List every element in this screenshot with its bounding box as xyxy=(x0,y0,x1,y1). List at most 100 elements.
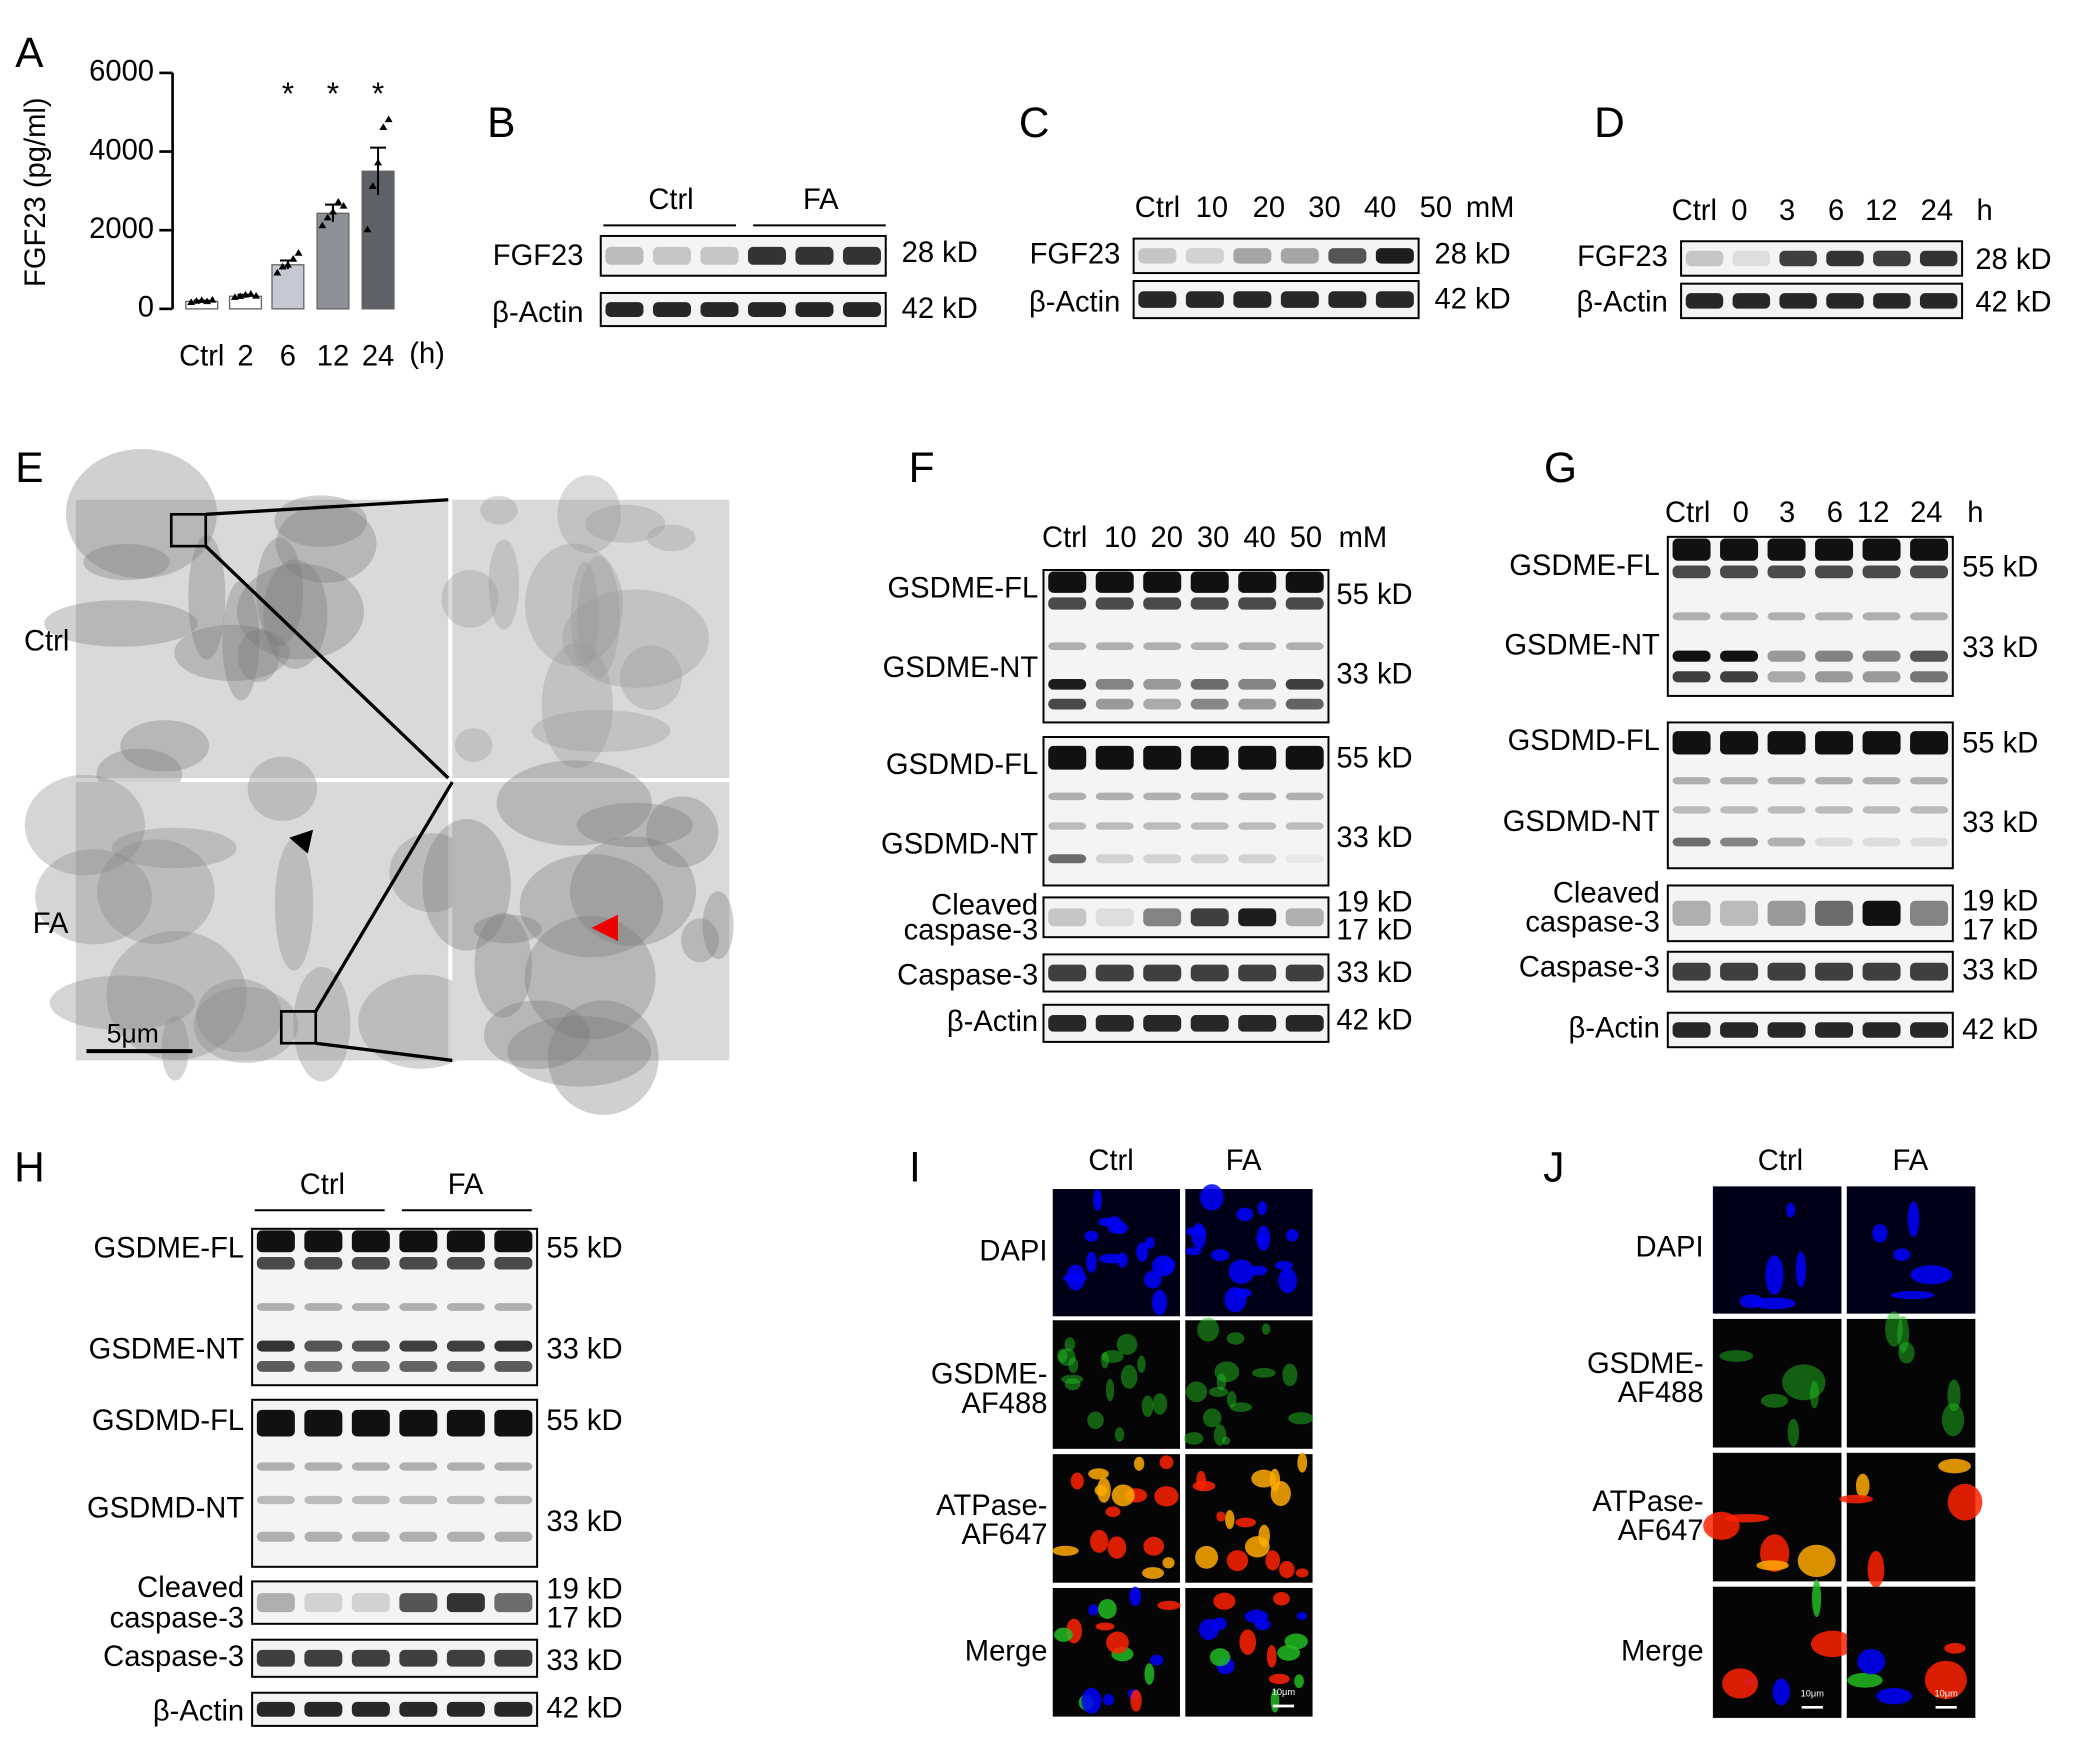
signal xyxy=(1876,1688,1912,1705)
signal xyxy=(1265,1550,1280,1571)
band xyxy=(256,1303,295,1311)
band xyxy=(1048,698,1087,710)
signal xyxy=(1098,1599,1117,1619)
size-label: 17 kD xyxy=(1336,915,1412,947)
row-label: β-Actin xyxy=(1029,286,1120,318)
column-label: FA xyxy=(1226,1145,1262,1177)
data-point xyxy=(368,182,377,189)
signal xyxy=(1157,1600,1181,1610)
signal xyxy=(1141,1567,1165,1579)
band xyxy=(1048,822,1087,830)
signal xyxy=(1765,1255,1784,1295)
data-point xyxy=(278,262,287,270)
row-label: GSDMD-NT xyxy=(87,1493,244,1525)
blot-frame xyxy=(1132,237,1420,275)
band xyxy=(1720,565,1759,579)
signal xyxy=(1160,1257,1175,1272)
band xyxy=(1238,698,1277,710)
lane-label: Ctrl xyxy=(1135,192,1180,224)
band xyxy=(446,1340,485,1352)
signal xyxy=(1197,1317,1220,1342)
signal xyxy=(1872,1224,1888,1243)
blot-frame xyxy=(1132,280,1420,320)
band xyxy=(1048,678,1087,690)
size-label: 28 kD xyxy=(902,237,978,269)
lane-label: 24 xyxy=(1921,195,1953,227)
size-label: 55 kD xyxy=(546,1405,622,1437)
band xyxy=(1233,248,1272,264)
band xyxy=(1779,250,1817,267)
zoom-box xyxy=(279,1010,318,1045)
signal xyxy=(1106,1631,1129,1654)
data-point xyxy=(374,158,383,166)
signal xyxy=(1839,1494,1873,1504)
row-label: GSDMD-FL xyxy=(1508,725,1660,757)
band xyxy=(1190,908,1229,927)
row-label: DAPI xyxy=(1636,1231,1704,1263)
band xyxy=(1280,291,1319,308)
band xyxy=(351,1701,390,1717)
band xyxy=(256,1495,295,1505)
band xyxy=(1720,962,1759,981)
y-tick-label: 6000 xyxy=(89,56,154,88)
band xyxy=(1095,678,1134,690)
row-label: Caspase-3 xyxy=(103,1641,244,1673)
column-label: Ctrl xyxy=(1088,1145,1133,1177)
band xyxy=(1285,1014,1324,1032)
em-texture xyxy=(256,537,304,646)
data-point xyxy=(323,213,332,221)
data-point xyxy=(289,255,298,262)
em-texture xyxy=(236,563,364,660)
band xyxy=(351,1256,390,1270)
band xyxy=(1862,900,1901,926)
blot-frame xyxy=(251,1691,539,1727)
band xyxy=(256,1230,295,1253)
band xyxy=(1185,291,1224,308)
em-texture xyxy=(570,561,599,669)
data-point xyxy=(328,207,337,215)
group-label: Ctrl xyxy=(648,184,693,216)
em-texture xyxy=(562,589,710,688)
x-tick-label: Ctrl xyxy=(179,341,224,373)
band xyxy=(351,1303,390,1311)
band xyxy=(1910,650,1949,662)
band xyxy=(1919,250,1958,267)
signal xyxy=(1209,1648,1231,1667)
signal xyxy=(1787,1418,1799,1447)
row-label: Cleaved xyxy=(137,1572,244,1604)
band xyxy=(399,1360,438,1372)
size-label: 55 kD xyxy=(1336,742,1412,774)
em-texture xyxy=(473,914,542,944)
size-label: 33 kD xyxy=(1336,822,1412,854)
band xyxy=(304,1303,343,1311)
signal xyxy=(1088,1604,1099,1616)
em-texture xyxy=(585,504,666,543)
em-image xyxy=(75,782,449,1061)
band xyxy=(446,1360,485,1372)
size-label: 17 kD xyxy=(1962,915,2038,947)
band xyxy=(605,246,644,265)
significance: * xyxy=(372,75,384,111)
lane-label: Ctrl xyxy=(1665,497,1710,529)
panel-label: F xyxy=(909,444,935,491)
row-label: FGF23 xyxy=(1030,239,1121,271)
size-label: 55 kD xyxy=(1962,728,2038,760)
signal xyxy=(1159,1455,1174,1470)
signal xyxy=(1183,1432,1204,1445)
em-texture xyxy=(524,915,656,1040)
band xyxy=(1910,612,1949,621)
lane-label: 3 xyxy=(1779,497,1795,529)
band xyxy=(1285,908,1324,927)
signal xyxy=(1239,1629,1257,1655)
band xyxy=(1095,964,1134,982)
band xyxy=(1910,538,1949,561)
band xyxy=(652,302,691,317)
row-label: AF488 xyxy=(962,1388,1048,1420)
signal xyxy=(1250,1265,1268,1276)
signal xyxy=(1268,1673,1290,1685)
band xyxy=(1095,1014,1134,1032)
band xyxy=(1685,250,1724,267)
band xyxy=(1672,777,1711,785)
band xyxy=(1238,597,1277,610)
band xyxy=(446,1256,485,1270)
